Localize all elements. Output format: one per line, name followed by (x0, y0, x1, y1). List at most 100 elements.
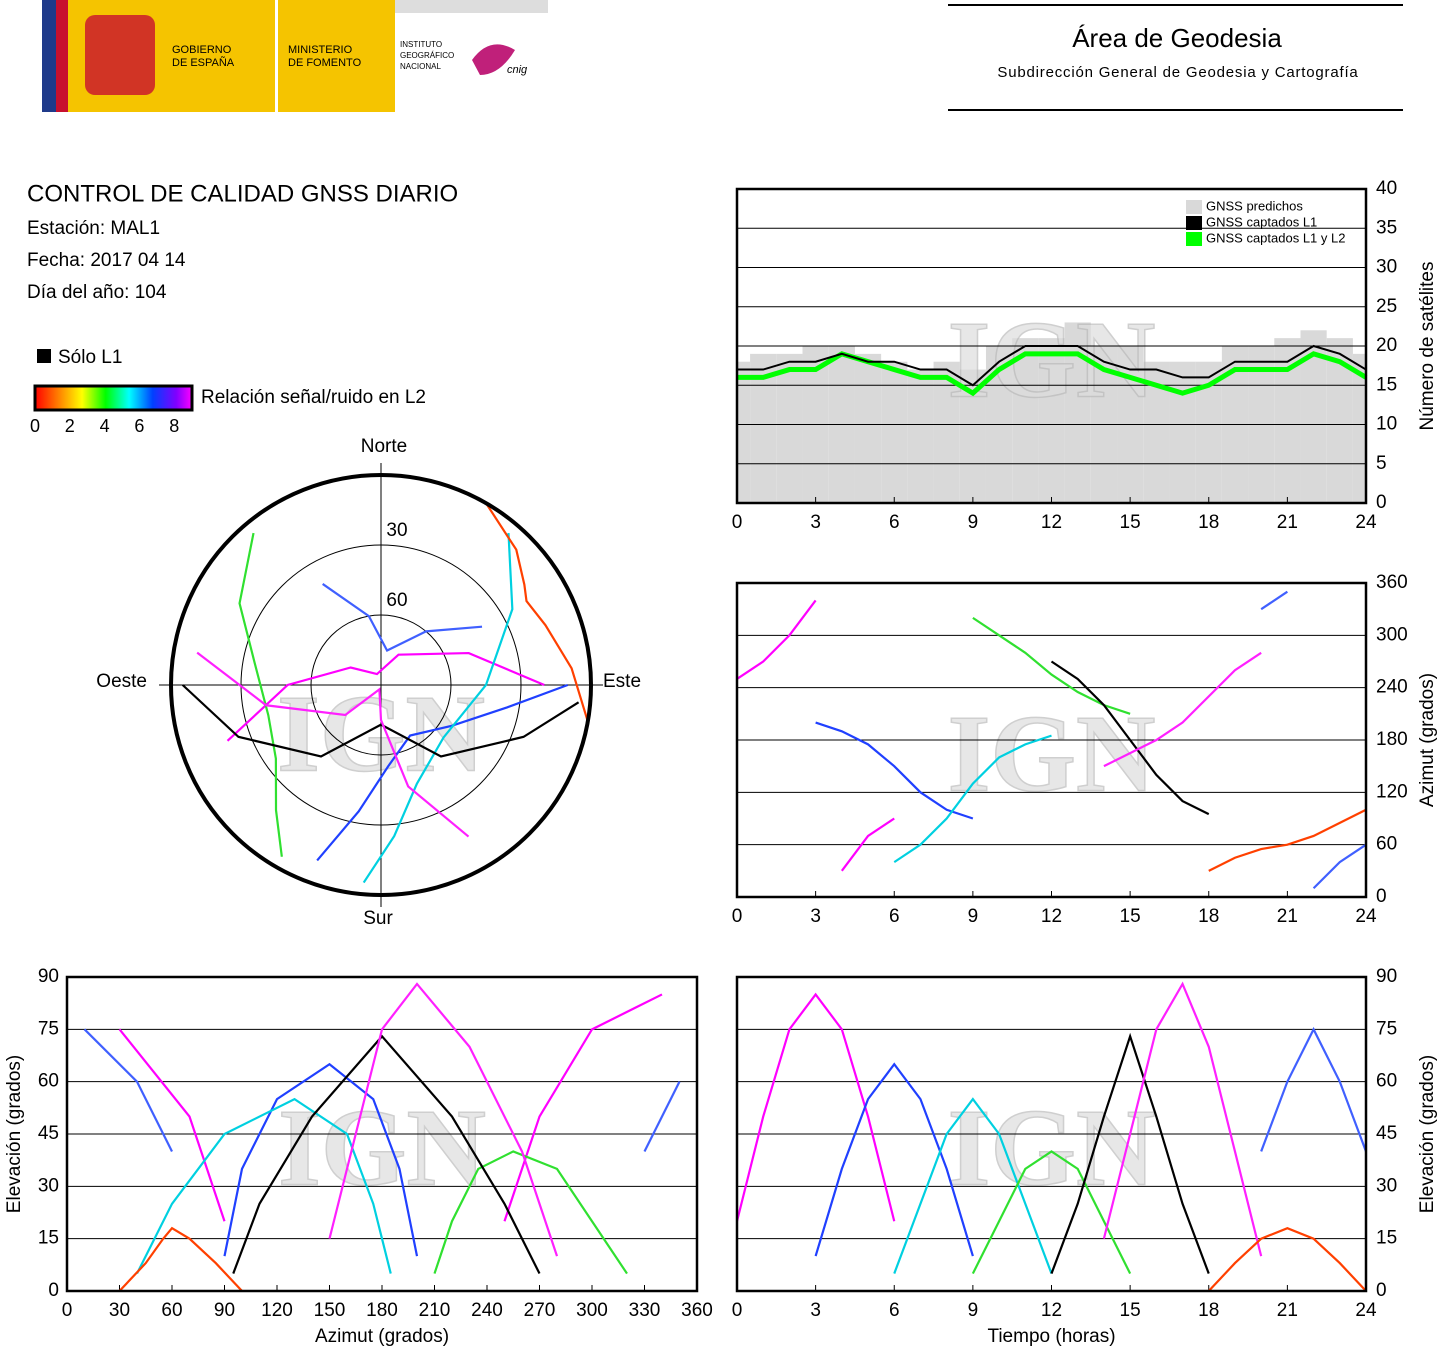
predicted-bar (881, 361, 908, 503)
report-title: CONTROL DE CALIDAD GNSS DIARIO (27, 180, 458, 207)
direction-label: Este (603, 671, 641, 692)
watermark: IGN (278, 1086, 486, 1208)
x-tick-label: 18 (1198, 512, 1219, 533)
watermark: IGN (948, 692, 1156, 814)
ign-text: INSTITUTO (400, 40, 442, 49)
x-tick-label: 21 (1277, 512, 1298, 533)
y-axis-label: Número de satélites (1417, 262, 1438, 431)
x-tick-label: 150 (314, 1300, 346, 1321)
satellite-track (840, 817, 895, 872)
ministry-block (278, 0, 395, 112)
y-tick-label: 10 (1376, 414, 1397, 435)
satellite-track (1260, 590, 1288, 611)
predicted-bar (776, 353, 803, 503)
satellite-track (485, 502, 589, 722)
x-tick-label: 120 (261, 1300, 293, 1321)
y-tick-label: 25 (1376, 296, 1397, 317)
y-tick-label: 45 (38, 1123, 59, 1144)
y-tick-label: 75 (38, 1018, 59, 1039)
flag-strip (56, 0, 68, 112)
y-tick-label: 0 (1376, 492, 1387, 513)
y-tick-label: 15 (1376, 374, 1397, 395)
plot-frame (65, 975, 699, 1293)
x-tick-label: 30 (109, 1300, 130, 1321)
ministry-text: MINISTERIO (288, 44, 353, 56)
legend-swatch (1186, 232, 1202, 246)
watermark: IGN (948, 1086, 1156, 1208)
snr-legend: Relación señal/ruido en L2 (201, 387, 426, 408)
satellite-track (316, 683, 569, 862)
y-tick-label: 40 (1376, 178, 1397, 199)
snr-tick-label: 0 (30, 416, 40, 436)
legend-swatch (1186, 216, 1202, 230)
satellite-track (735, 992, 896, 1222)
x-axis-label: Tiempo (horas) (987, 1326, 1115, 1347)
y-tick-label: 0 (1376, 886, 1387, 907)
y-tick-label: 360 (1376, 572, 1408, 593)
x-tick-label: 0 (732, 512, 743, 533)
x-tick-label: 15 (1120, 1300, 1141, 1321)
satellite-track (1050, 1032, 1210, 1274)
satellite-track (1312, 843, 1367, 890)
x-tick-label: 12 (1041, 906, 1062, 927)
x-tick-label: 15 (1120, 906, 1141, 927)
x-tick-label: 9 (968, 512, 979, 533)
y-axis-label: Elevación (grados) (4, 1055, 25, 1213)
satellite-track (1102, 981, 1263, 1257)
x-tick-label: 12 (1041, 512, 1062, 533)
legend-label: GNSS captados L1 (1206, 214, 1317, 229)
predicted-bar (854, 353, 882, 503)
plot-frame (735, 975, 1368, 1293)
x-tick-label: 24 (1355, 512, 1377, 533)
snr-tick-label: 2 (65, 416, 75, 436)
snr-tick-label: 8 (169, 416, 179, 436)
x-tick-label: 3 (810, 512, 821, 533)
x-axis-label: Azimut (grados) (315, 1326, 449, 1347)
count-line (737, 344, 1367, 387)
satellite-track (814, 1062, 974, 1257)
y-tick-label: 0 (1376, 1280, 1387, 1301)
x-tick-label: 180 (366, 1300, 398, 1321)
plot-frame (735, 187, 1368, 505)
x-tick-label: 330 (629, 1300, 661, 1321)
ministry-text: DE FOMENTO (288, 57, 362, 69)
y-tick-label: 240 (1376, 677, 1408, 698)
satellite-track (815, 721, 974, 820)
satellite-track (232, 1034, 541, 1275)
satellite-track (1207, 1227, 1367, 1292)
satellite-track (181, 684, 580, 758)
x-tick-label: 6 (889, 512, 900, 533)
satellite-track (893, 734, 1052, 864)
satellite-track (223, 1062, 419, 1257)
area-subtitle: Subdirección General de Geodesia y Carto… (997, 64, 1358, 81)
x-tick-label: 240 (471, 1300, 503, 1321)
satellite-track (328, 982, 559, 1257)
x-tick-label: 6 (889, 906, 900, 927)
snr-tick-label: 4 (100, 416, 110, 436)
satellite-track (118, 1226, 243, 1292)
direction-label: Sur (363, 908, 393, 929)
x-tick-label: 9 (968, 1300, 979, 1321)
y-tick-label: 90 (38, 966, 59, 987)
legend-swatch (1186, 200, 1202, 214)
l1-legend: Sólo L1 (58, 347, 122, 368)
gov-text: GOBIERNO (172, 44, 232, 56)
satellite-track (118, 1028, 226, 1222)
gov-text: DE ESPAÑA (172, 56, 235, 69)
y-tick-label: 45 (1376, 1123, 1397, 1144)
ign-bar (395, 0, 548, 13)
x-tick-label: 270 (524, 1300, 556, 1321)
y-axis-label: Azimut (grados) (1417, 673, 1438, 807)
satellite-track (196, 651, 470, 838)
predicted-bar (1352, 353, 1366, 503)
coat-of-arms (85, 15, 155, 95)
ign-text: NACIONAL (400, 62, 441, 71)
y-tick-label: 300 (1376, 624, 1408, 645)
eu-strip (42, 0, 56, 112)
direction-label: Oeste (96, 671, 147, 692)
x-tick-label: 0 (732, 906, 743, 927)
ring-label: 60 (386, 590, 407, 611)
x-tick-label: 24 (1355, 906, 1377, 927)
station: Estación: MAL1 (27, 218, 160, 239)
